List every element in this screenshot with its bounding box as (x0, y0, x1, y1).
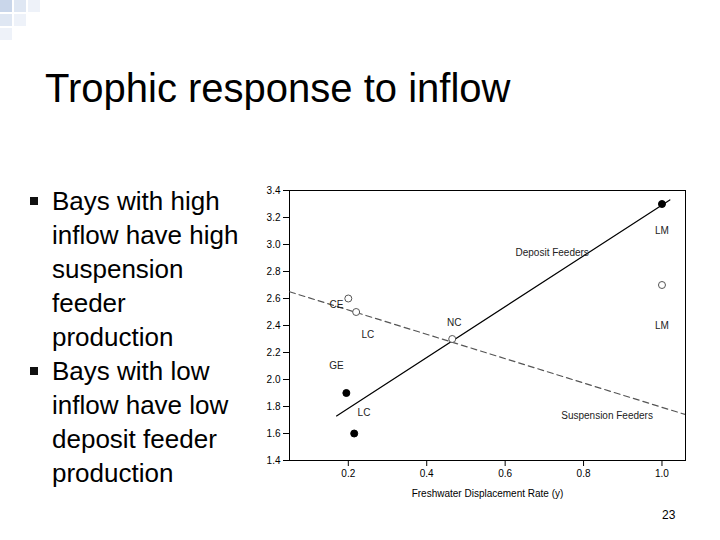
html-text:23: 23 (662, 508, 676, 522)
svg-text:NC: NC (447, 317, 461, 328)
svg-text:LC: LC (358, 407, 371, 418)
svg-text:1.8: 1.8 (267, 401, 281, 412)
svg-text:1.0: 1.0 (655, 468, 669, 479)
html-text:Trophic response to inflow: Trophic response to inflow (45, 66, 511, 110)
svg-text:0.2: 0.2 (341, 468, 355, 479)
svg-text:3.2: 3.2 (267, 212, 281, 223)
svg-text:0.6: 0.6 (498, 468, 512, 479)
svg-text:2.6: 2.6 (267, 293, 281, 304)
svg-text:2.2: 2.2 (267, 347, 281, 358)
svg-text:GE: GE (329, 360, 344, 371)
svg-text:CE: CE (330, 299, 344, 310)
svg-text:Deposit Feeders: Deposit Feeders (516, 247, 589, 258)
svg-text:2.8: 2.8 (267, 266, 281, 277)
svg-text:LM: LM (655, 320, 669, 331)
svg-text:1.4: 1.4 (267, 455, 281, 466)
svg-text:3.4: 3.4 (267, 185, 281, 196)
svg-text:LC: LC (362, 329, 375, 340)
html-text:Bays with high inflow have hig: Bays with high inflow have high suspensi… (52, 186, 239, 352)
svg-text:2.4: 2.4 (267, 320, 281, 331)
svg-text:1.6: 1.6 (267, 428, 281, 439)
svg-text:0.4: 0.4 (420, 468, 434, 479)
svg-text:LM: LM (655, 225, 669, 236)
svg-text:Suspension Feeders: Suspension Feeders (561, 410, 653, 421)
svg-text:3.0: 3.0 (267, 239, 281, 250)
svg-text:0.8: 0.8 (577, 468, 591, 479)
svg-text:Freshwater Displacement Rate (: Freshwater Displacement Rate (y) (412, 488, 564, 499)
html-text:Bays with low inflow have low: Bays with low inflow have low deposit fe… (52, 356, 229, 488)
svg-text:2.0: 2.0 (267, 374, 281, 385)
